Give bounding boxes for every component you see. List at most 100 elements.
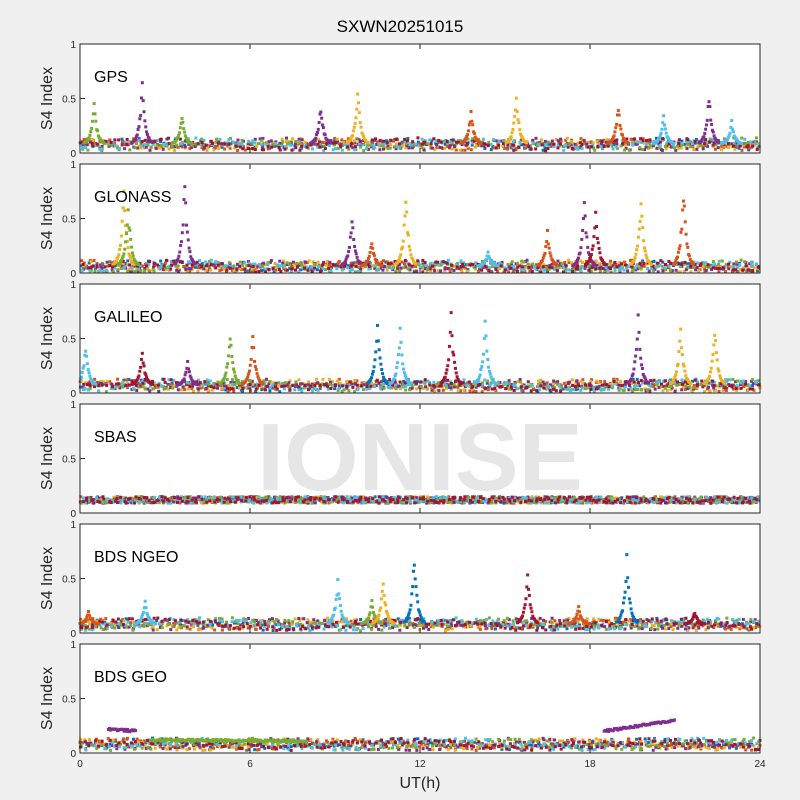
- data-point: [104, 390, 108, 394]
- data-point: [411, 259, 415, 263]
- data-point: [338, 381, 342, 385]
- data-point: [366, 147, 370, 151]
- data-point: [584, 231, 588, 235]
- data-point: [240, 389, 244, 393]
- data-point: [655, 261, 659, 265]
- data-point: [593, 263, 597, 267]
- data-point: [686, 138, 690, 142]
- data-point: [358, 145, 362, 149]
- data-point: [486, 143, 490, 147]
- data-point: [730, 119, 734, 123]
- data-point: [121, 385, 125, 389]
- data-point: [250, 141, 254, 145]
- data-point: [79, 375, 83, 379]
- data-point: [705, 380, 709, 384]
- data-point: [503, 146, 507, 150]
- data-point: [522, 384, 526, 388]
- data-point: [81, 385, 85, 389]
- data-point: [225, 365, 229, 369]
- data-point: [474, 262, 478, 266]
- data-point: [335, 379, 339, 383]
- data-point: [316, 265, 320, 269]
- data-point: [547, 267, 551, 271]
- data-point: [357, 269, 361, 273]
- data-point: [676, 255, 680, 259]
- data-point: [145, 375, 149, 379]
- data-point: [379, 362, 383, 366]
- data-points: [78, 81, 761, 153]
- data-point: [711, 130, 715, 134]
- data-point: [551, 258, 555, 262]
- data-point: [652, 259, 656, 263]
- data-point: [224, 371, 228, 375]
- data-point: [356, 388, 360, 392]
- data-point: [113, 141, 117, 145]
- data-point: [329, 267, 333, 271]
- data-point: [227, 142, 231, 146]
- data-point: [190, 263, 194, 267]
- data-point: [380, 144, 384, 148]
- data-point: [189, 267, 193, 271]
- data-point: [116, 377, 120, 381]
- data-point: [120, 143, 124, 147]
- data-point: [457, 140, 461, 144]
- data-point: [136, 381, 140, 385]
- data-point: [367, 264, 371, 268]
- data-point: [681, 208, 685, 212]
- data-point: [378, 356, 382, 360]
- data-point: [581, 265, 585, 269]
- data-point: [717, 141, 721, 145]
- data-point: [113, 144, 117, 148]
- data-point: [563, 270, 567, 274]
- data-point: [629, 386, 633, 390]
- data-point: [115, 382, 119, 386]
- data-point: [377, 381, 381, 385]
- data-point: [80, 140, 84, 144]
- data-point: [594, 259, 598, 263]
- data-point: [194, 265, 198, 269]
- data-point: [127, 252, 131, 256]
- data-point: [223, 147, 227, 151]
- data-point: [299, 382, 303, 386]
- data-point: [704, 138, 708, 142]
- data-point: [149, 384, 153, 388]
- data-point: [594, 387, 598, 391]
- data-point: [141, 381, 145, 385]
- data-point: [609, 264, 613, 268]
- data-point: [118, 247, 122, 251]
- data-point: [387, 384, 391, 388]
- data-point: [538, 382, 542, 386]
- data-point: [122, 378, 126, 382]
- data-point: [518, 128, 522, 132]
- data-point: [486, 379, 490, 383]
- data-point: [579, 380, 583, 384]
- data-point: [216, 141, 220, 145]
- data-point: [318, 265, 322, 269]
- data-point: [520, 270, 524, 274]
- data-point: [595, 263, 599, 267]
- data-point: [701, 383, 705, 387]
- data-point: [347, 147, 351, 151]
- data-point: [359, 125, 363, 129]
- data-point: [403, 261, 407, 265]
- data-point: [354, 116, 358, 120]
- data-point: [253, 359, 257, 363]
- data-point: [514, 148, 518, 152]
- data-point: [381, 259, 385, 263]
- data-point: [126, 269, 130, 273]
- data-point: [665, 388, 669, 392]
- data-point: [436, 260, 440, 264]
- data-point: [91, 264, 95, 268]
- figure-title: SXWN20251015: [336, 17, 464, 36]
- data-point: [516, 265, 520, 269]
- data-point: [355, 379, 359, 383]
- data-point: [398, 270, 402, 274]
- data-point: [215, 137, 219, 141]
- data-point: [724, 378, 728, 382]
- data-point: [169, 378, 173, 382]
- data-point: [709, 265, 713, 269]
- data-point: [366, 259, 370, 263]
- data-point: [121, 259, 125, 263]
- data-point: [543, 251, 547, 255]
- data-point: [741, 379, 745, 383]
